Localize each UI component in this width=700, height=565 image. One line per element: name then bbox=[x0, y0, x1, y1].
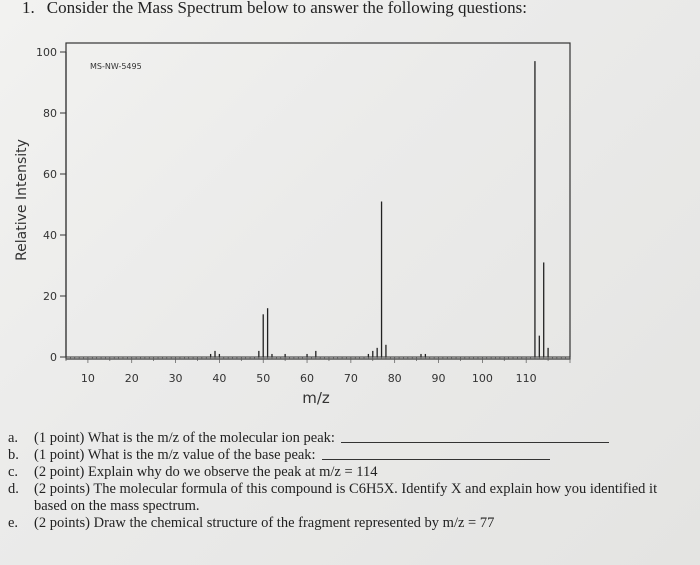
x-tick-label: 10 bbox=[81, 372, 95, 385]
question-d-letter: d. bbox=[8, 481, 19, 497]
question-a-text: (1 point) What is the m/z of the molecul… bbox=[34, 430, 335, 446]
x-tick-label: 110 bbox=[516, 372, 537, 385]
question-a-letter: a. bbox=[8, 430, 19, 446]
y-tick-label: 20 bbox=[43, 290, 57, 303]
answer-blank-a[interactable] bbox=[340, 430, 609, 443]
mass-spectrum-chart: 10 20 30 40 50 60 70 80 90 100 110 0 20 40 60 80 100 MS… bbox=[14, 42, 571, 407]
x-tick-label: 40 bbox=[212, 372, 226, 385]
x-tick-label: 100 bbox=[472, 372, 493, 385]
y-tick-label: 40 bbox=[43, 229, 57, 242]
question-e: e. (2 points) Draw the chemical structur… bbox=[8, 515, 688, 532]
plot-frame bbox=[65, 42, 571, 360]
y-axis-label: Relative Intensity bbox=[14, 139, 30, 261]
y-tick-label: 100 bbox=[36, 46, 57, 59]
question-c-letter: c. bbox=[8, 464, 19, 480]
x-axis-ticks: 10 20 30 40 50 60 70 80 90 100 110 bbox=[65, 356, 571, 385]
question-a: a. (1 point) What is the m/z of the mole… bbox=[8, 430, 688, 447]
x-tick-label: 60 bbox=[300, 372, 314, 385]
question-list: a. (1 point) What is the m/z of the mole… bbox=[8, 430, 688, 532]
question-d-text: (2 points) The molecular formula of this… bbox=[34, 481, 658, 514]
question-heading-text: Consider the Mass Spectrum below to answ… bbox=[46, 0, 527, 17]
question-number: 1. bbox=[22, 0, 35, 17]
answer-blank-b[interactable] bbox=[321, 447, 550, 460]
y-tick-label: 80 bbox=[43, 107, 57, 120]
x-tick-label: 90 bbox=[432, 372, 446, 385]
question-e-letter: e. bbox=[8, 515, 19, 531]
spectrum-id-label: MS-NW-5495 bbox=[90, 62, 142, 71]
peak-series bbox=[209, 61, 549, 357]
question-heading: 1. Consider the Mass Spectrum below to an… bbox=[22, 0, 527, 18]
question-c-text: (2 point) Explain why do we observe the … bbox=[34, 464, 378, 480]
y-axis-ticks: 0 20 40 60 80 100 bbox=[36, 46, 66, 364]
y-tick-label: 0 bbox=[50, 351, 57, 364]
question-b-text: (1 point) What is the m/z value of the b… bbox=[34, 447, 316, 463]
y-tick-label: 60 bbox=[43, 168, 57, 181]
question-e-text: (2 points) Draw the chemical structure o… bbox=[34, 515, 495, 531]
x-tick-label: 30 bbox=[169, 372, 183, 385]
question-b-letter: b. bbox=[8, 447, 19, 463]
x-axis-label: m/z bbox=[302, 389, 330, 407]
question-c: c. (2 point) Explain why do we observe t… bbox=[8, 464, 688, 481]
x-tick-label: 70 bbox=[344, 372, 358, 385]
x-tick-label: 20 bbox=[125, 372, 139, 385]
x-tick-label: 80 bbox=[388, 372, 402, 385]
x-tick-label: 50 bbox=[256, 372, 270, 385]
question-b: b. (1 point) What is the m/z value of th… bbox=[8, 447, 688, 464]
question-d: d. (2 points) The molecular formula of t… bbox=[8, 481, 688, 515]
